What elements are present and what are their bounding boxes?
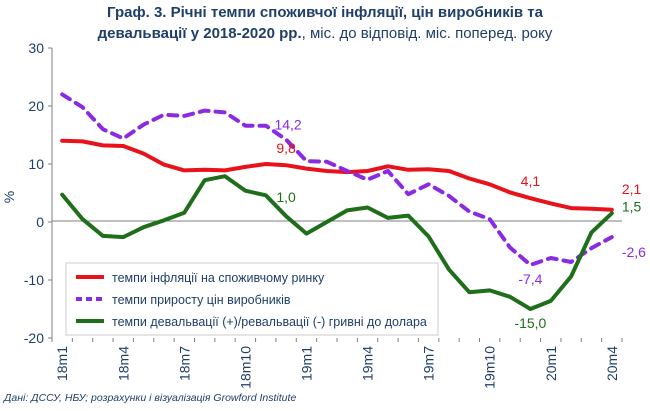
chart-title-line2: девальвації у 2018-2020 рр., міс. до від… bbox=[0, 23, 650, 44]
data-label: -15,0 bbox=[514, 315, 546, 331]
x-tick-label: 19m4 bbox=[360, 346, 376, 381]
chart-title-line1: Граф. 3. Річні темпи споживчої інфляції,… bbox=[107, 4, 543, 21]
y-tick-label: 20 bbox=[28, 98, 44, 114]
legend-label-1: темпи інфляції на споживчому ринку bbox=[112, 271, 325, 285]
data-label: -2,6 bbox=[622, 244, 646, 260]
annotations-group: 9,8 4,1 2,1 14,2 -7,4 -2,6 1,0 -15,0 1,5 bbox=[274, 117, 646, 331]
y-tick-label: -20 bbox=[24, 330, 44, 346]
data-label: 1,5 bbox=[622, 198, 642, 214]
x-tick-label: 18m10 bbox=[237, 346, 253, 389]
chart-title: Граф. 3. Річні темпи споживчої інфляції,… bbox=[0, 2, 650, 44]
series-line-3 bbox=[60, 174, 614, 311]
y-tick-label: 10 bbox=[28, 156, 44, 172]
series-line-1 bbox=[60, 138, 614, 212]
series-lines-group bbox=[60, 92, 614, 311]
x-tick-label: 20m4 bbox=[604, 346, 620, 381]
x-tick-label: 18m7 bbox=[176, 346, 192, 381]
y-tick-label: 30 bbox=[28, 40, 44, 56]
x-tick-label: 18m4 bbox=[115, 346, 131, 381]
data-label: 4,1 bbox=[521, 173, 541, 189]
x-tick-label: 19m1 bbox=[298, 346, 314, 381]
data-label: 2,1 bbox=[622, 181, 642, 197]
data-label: 1,0 bbox=[276, 189, 296, 205]
chart-title-line2-rest: , міс. до відповід. міс. поперед. року bbox=[301, 25, 553, 42]
source-note: Дані: ДССУ, НБУ; розрахунки і візуалізац… bbox=[4, 392, 297, 404]
x-tick-label: 19m7 bbox=[421, 346, 437, 381]
data-label: 14,2 bbox=[274, 117, 301, 133]
y-ticks-group: -20 -10 0 10 20 30 bbox=[24, 40, 52, 346]
data-label: 9,8 bbox=[276, 140, 296, 156]
legend-label-3: темпи девальвації (+)/ревальвації (-) гр… bbox=[112, 315, 427, 329]
y-axis-label: % bbox=[1, 191, 17, 203]
chart-title-line2-bold: девальвації у 2018-2020 рр. bbox=[97, 25, 302, 42]
x-tick-label: 19m10 bbox=[482, 346, 498, 389]
legend-box bbox=[65, 262, 439, 336]
y-tick-label: 0 bbox=[36, 214, 44, 230]
legend: темпи інфляції на споживчому ринку темпи … bbox=[65, 262, 439, 336]
data-label: -7,4 bbox=[518, 271, 542, 287]
series-line-2 bbox=[60, 92, 614, 267]
legend-label-2: темпи приросту цін виробників bbox=[112, 293, 291, 307]
x-tick-label: 18m1 bbox=[54, 346, 70, 381]
y-tick-label: -10 bbox=[24, 272, 44, 288]
x-ticks-group: 18m1 18m4 18m7 18m10 19m1 19m4 19m7 19m10 20m1 20… bbox=[51, 338, 623, 389]
x-tick-label: 20m1 bbox=[543, 346, 559, 381]
line-chart: % -20 -10 0 10 20 30 18m1 18m4 18m7 18m10 19m1 19m… bbox=[1, 40, 646, 389]
